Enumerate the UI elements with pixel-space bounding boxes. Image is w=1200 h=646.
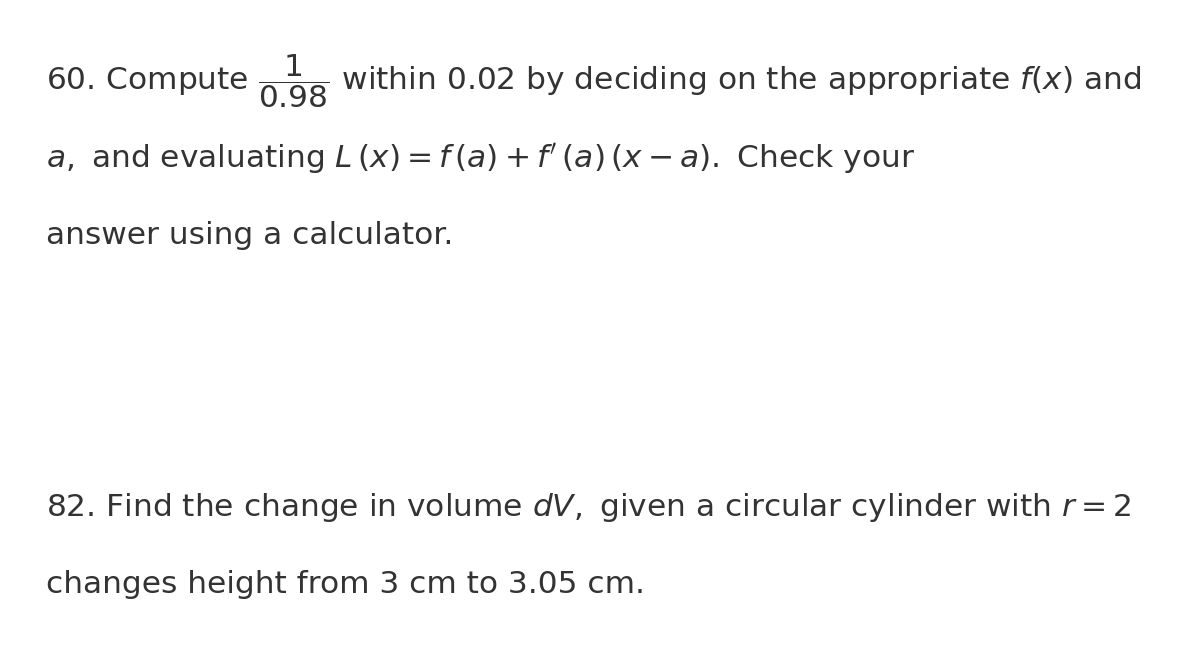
Text: 82. Find the change in volume $dV,$ given a circular cylinder with $r = 2$: 82. Find the change in volume $dV,$ give… (46, 490, 1132, 524)
Text: answer using a calculator.: answer using a calculator. (46, 222, 452, 250)
Text: 60. Compute $\dfrac{1}{0.98}$ within 0.02 by deciding on the appropriate $f(x)$ : 60. Compute $\dfrac{1}{0.98}$ within 0.0… (46, 52, 1141, 110)
Text: changes height from 3 cm to 3.05 cm.: changes height from 3 cm to 3.05 cm. (46, 570, 644, 599)
Text: $a,$ and evaluating $L\,(x) = f\,(a) + f'\,(a)\,(x - a).$ Check your: $a,$ and evaluating $L\,(x) = f\,(a) + f… (46, 141, 914, 176)
